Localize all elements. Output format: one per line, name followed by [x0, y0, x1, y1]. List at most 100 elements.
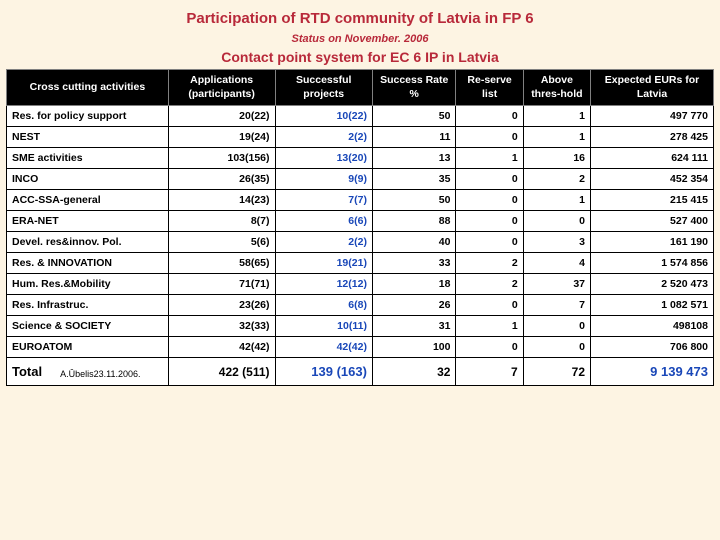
cell-res: 0 — [456, 127, 523, 148]
cell-succ: 10(22) — [275, 106, 372, 127]
table-row: Hum. Res.&Mobility71(71)12(12)182372 520… — [7, 274, 714, 295]
cell-apps: 5(6) — [168, 232, 275, 253]
cell-above: 1 — [523, 106, 590, 127]
cell-apps: 32(33) — [168, 316, 275, 337]
status-line: Status on November. 2006 — [0, 27, 720, 45]
cell-rate: 100 — [372, 337, 456, 358]
cell-eur: 1 574 856 — [591, 253, 714, 274]
cell-above: 4 — [523, 253, 590, 274]
cell-rate: 11 — [372, 127, 456, 148]
cell-succ: 42(42) — [275, 337, 372, 358]
cell-res: 0 — [456, 169, 523, 190]
cell-total-apps: 422 (511) — [168, 358, 275, 386]
table-row: Res. for policy support20(22)10(22)50014… — [7, 106, 714, 127]
cell-eur: 161 190 — [591, 232, 714, 253]
cell-above: 16 — [523, 148, 590, 169]
cell-res: 0 — [456, 106, 523, 127]
cell-apps: 19(24) — [168, 127, 275, 148]
cell-succ: 10(11) — [275, 316, 372, 337]
cell-res: 0 — [456, 232, 523, 253]
cell-above: 1 — [523, 127, 590, 148]
cell-total-rate: 32 — [372, 358, 456, 386]
data-table: Cross cutting activities Applications (p… — [6, 69, 714, 386]
col-successful: Successful projects — [275, 70, 372, 106]
col-reserve: Re-serve list — [456, 70, 523, 106]
cell-succ: 9(9) — [275, 169, 372, 190]
table-row: SME activities103(156)13(20)13116624 111 — [7, 148, 714, 169]
cell-total-eur: 9 139 473 — [591, 358, 714, 386]
cell-eur: 278 425 — [591, 127, 714, 148]
cell-apps: 71(71) — [168, 274, 275, 295]
cell-above: 3 — [523, 232, 590, 253]
cell-rate: 88 — [372, 211, 456, 232]
col-applications: Applications (participants) — [168, 70, 275, 106]
cell-succ: 7(7) — [275, 190, 372, 211]
cell-apps: 20(22) — [168, 106, 275, 127]
cell-apps: 26(35) — [168, 169, 275, 190]
cell-above: 2 — [523, 169, 590, 190]
cell-res: 0 — [456, 337, 523, 358]
cell-name: Hum. Res.&Mobility — [7, 274, 169, 295]
table-row: INCO26(35)9(9)3502452 354 — [7, 169, 714, 190]
table-row: Science & SOCIETY32(33)10(11)3110498108 — [7, 316, 714, 337]
cell-res: 2 — [456, 253, 523, 274]
cell-succ: 6(6) — [275, 211, 372, 232]
table-row: Res. Infrastruc.23(26)6(8)26071 082 571 — [7, 295, 714, 316]
col-rate: Success Rate % — [372, 70, 456, 106]
table-header-row: Cross cutting activities Applications (p… — [7, 70, 714, 106]
cell-res: 0 — [456, 190, 523, 211]
table-row: Res. & INNOVATION58(65)19(21)33241 574 8… — [7, 253, 714, 274]
cell-succ: 6(8) — [275, 295, 372, 316]
cell-apps: 103(156) — [168, 148, 275, 169]
cell-name: INCO — [7, 169, 169, 190]
col-above: Above thres-hold — [523, 70, 590, 106]
table-row: NEST19(24)2(2)1101278 425 — [7, 127, 714, 148]
cell-above: 37 — [523, 274, 590, 295]
col-activities: Cross cutting activities — [7, 70, 169, 106]
cell-above: 0 — [523, 316, 590, 337]
cell-total-succ: 139 (163) — [275, 358, 372, 386]
cell-name: ACC-SSA-general — [7, 190, 169, 211]
cell-succ: 13(20) — [275, 148, 372, 169]
cell-succ: 2(2) — [275, 232, 372, 253]
cell-total-above: 72 — [523, 358, 590, 386]
cell-apps: 23(26) — [168, 295, 275, 316]
cell-eur: 498108 — [591, 316, 714, 337]
cell-name: ERA-NET — [7, 211, 169, 232]
cell-eur: 2 520 473 — [591, 274, 714, 295]
cell-succ: 2(2) — [275, 127, 372, 148]
cell-rate: 40 — [372, 232, 456, 253]
cell-rate: 50 — [372, 106, 456, 127]
cell-res: 0 — [456, 295, 523, 316]
cell-rate: 13 — [372, 148, 456, 169]
cell-name: Res. & INNOVATION — [7, 253, 169, 274]
cell-rate: 35 — [372, 169, 456, 190]
col-expected: Expected EURs for Latvia — [591, 70, 714, 106]
cell-apps: 58(65) — [168, 253, 275, 274]
table-row: EUROATOM42(42)42(42)10000706 800 — [7, 337, 714, 358]
cell-rate: 26 — [372, 295, 456, 316]
cell-above: 7 — [523, 295, 590, 316]
table-total-row: TotalA.Ūbelis23.11.2006.422 (511)139 (16… — [7, 358, 714, 386]
cell-succ: 12(12) — [275, 274, 372, 295]
cell-eur: 1 082 571 — [591, 295, 714, 316]
table-row: ERA-NET8(7)6(6)8800527 400 — [7, 211, 714, 232]
cell-above: 0 — [523, 337, 590, 358]
cell-rate: 31 — [372, 316, 456, 337]
cell-name: Devel. res&innov. Pol. — [7, 232, 169, 253]
cell-eur: 706 800 — [591, 337, 714, 358]
cell-name: Res. for policy support — [7, 106, 169, 127]
cell-res: 1 — [456, 148, 523, 169]
cell-res: 0 — [456, 211, 523, 232]
table-row: Devel. res&innov. Pol.5(6)2(2)4003161 19… — [7, 232, 714, 253]
cell-succ: 19(21) — [275, 253, 372, 274]
cell-eur: 527 400 — [591, 211, 714, 232]
cell-eur: 215 415 — [591, 190, 714, 211]
cell-apps: 42(42) — [168, 337, 275, 358]
cell-apps: 8(7) — [168, 211, 275, 232]
subtitle: Contact point system for EC 6 IP in Latv… — [0, 45, 720, 69]
cell-above: 1 — [523, 190, 590, 211]
cell-above: 0 — [523, 211, 590, 232]
cell-eur: 497 770 — [591, 106, 714, 127]
cell-rate: 18 — [372, 274, 456, 295]
